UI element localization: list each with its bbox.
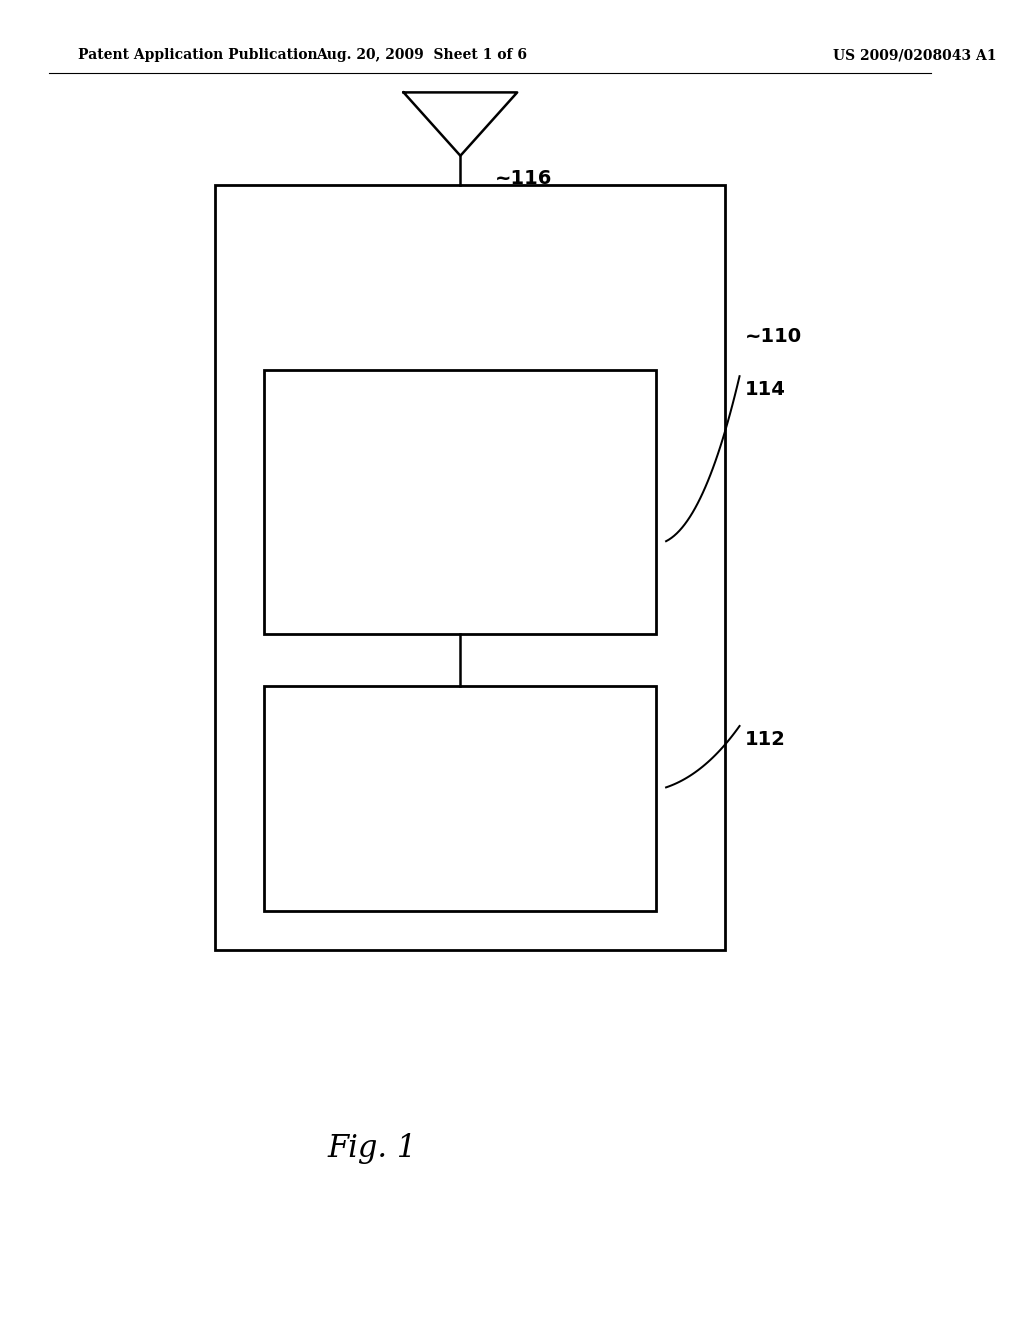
Text: Patent Application Publication: Patent Application Publication <box>79 49 318 62</box>
Text: US 2009/0208043 A1: US 2009/0208043 A1 <box>833 49 996 62</box>
Text: ~110: ~110 <box>744 327 802 346</box>
Text: Fig. 1: Fig. 1 <box>328 1133 417 1164</box>
Text: Aug. 20, 2009  Sheet 1 of 6: Aug. 20, 2009 Sheet 1 of 6 <box>315 49 526 62</box>
FancyBboxPatch shape <box>264 370 656 634</box>
Text: 112: 112 <box>744 730 785 748</box>
FancyBboxPatch shape <box>215 185 725 950</box>
Text: ~116: ~116 <box>495 169 552 187</box>
Text: 114: 114 <box>744 380 785 399</box>
FancyBboxPatch shape <box>264 686 656 911</box>
